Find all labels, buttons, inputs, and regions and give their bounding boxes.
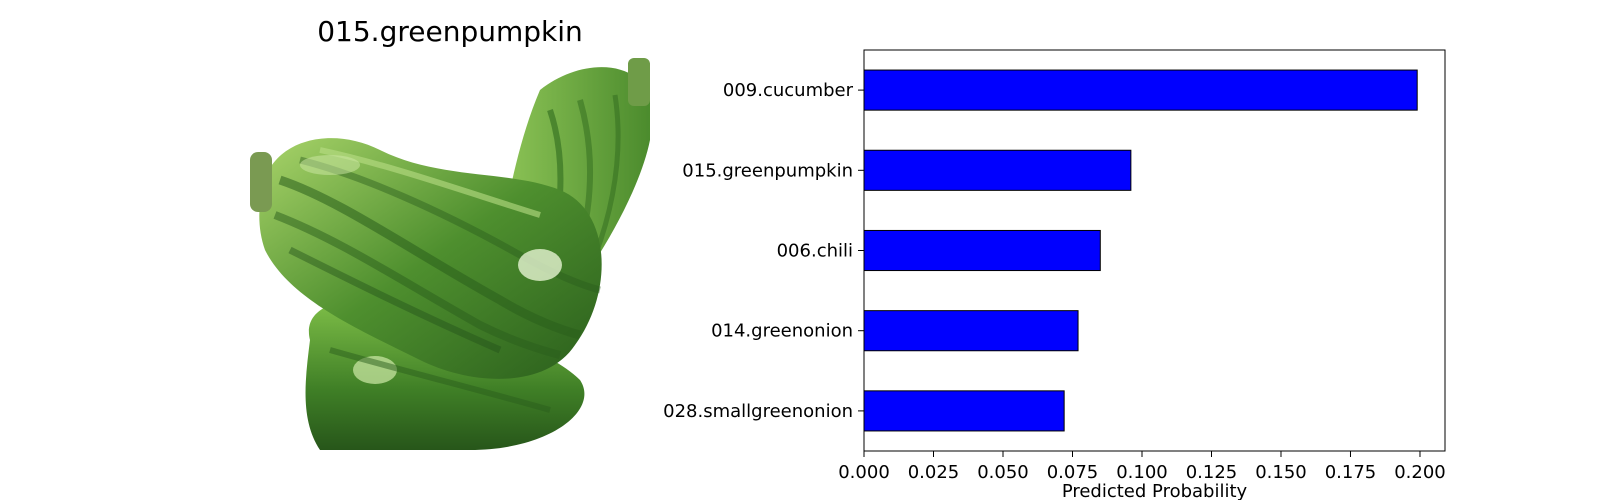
x-tick-label: 0.075 <box>1047 462 1099 483</box>
zucchini-icon <box>250 58 650 450</box>
bar-015.greenpumpkin <box>863 149 1132 191</box>
x-tick-label: 0.025 <box>908 462 960 483</box>
zucchini-image <box>250 50 650 450</box>
x-tick-label: 0.150 <box>1255 462 1307 483</box>
y-tick-label: 015.greenpumpkin <box>682 160 853 181</box>
y-tick-label: 028.smallgreenonion <box>663 401 853 422</box>
x-tick-label: 0.175 <box>1325 462 1377 483</box>
front-zucchini <box>250 138 602 379</box>
bar-006.chili <box>863 229 1101 272</box>
y-tick-label: 014.greenonion <box>711 321 853 342</box>
x-axis-title: Predicted Probability <box>1062 481 1248 500</box>
x-tick-label: 0.125 <box>1186 462 1238 483</box>
x-tick-label: 0.200 <box>1394 462 1446 483</box>
bar-014.greenonion <box>863 310 1079 352</box>
bar-028.smallgreenonion <box>863 390 1065 432</box>
bar-009.cucumber <box>863 69 1418 111</box>
x-tick-label: 0.000 <box>838 462 890 483</box>
x-tick-label: 0.050 <box>977 462 1029 483</box>
y-tick-label: 006.chili <box>777 241 853 262</box>
y-tick-label: 009.cucumber <box>723 80 854 101</box>
x-tick-label: 0.100 <box>1116 462 1168 483</box>
image-title: 015.greenpumpkin <box>317 15 583 48</box>
